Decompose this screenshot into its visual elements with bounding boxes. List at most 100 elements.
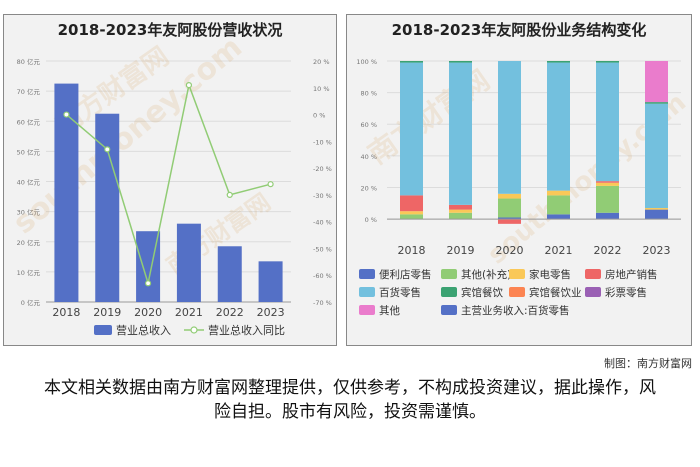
bar-segment [547, 195, 570, 215]
y-tick-label: 40 % [360, 153, 377, 161]
y-tick-label: 10 亿元 [17, 268, 41, 277]
structure-chart-title: 2018-2023年友阿股份业务结构变化 [391, 21, 647, 39]
revenue-chart-title: 2018-2023年友阿股份营收状况 [57, 21, 283, 39]
bar-segment [596, 181, 619, 183]
bar-segment [400, 195, 423, 212]
legend-label: 其他 [379, 304, 400, 317]
bar-revenue [54, 83, 79, 302]
y-tick-label: 20 % [360, 184, 377, 192]
x-tick-label: 2023 [257, 306, 285, 319]
legend-label-revenue: 营业总收入 [116, 323, 171, 337]
bar-segment [547, 62, 570, 191]
legend-swatch [509, 269, 525, 279]
bar-segment [498, 219, 521, 224]
bar-segment [498, 61, 521, 194]
bar-revenue [95, 113, 120, 302]
bar-revenue [176, 223, 201, 302]
legend-swatch [359, 305, 375, 315]
y-tick-label: 0 % [365, 216, 377, 224]
legend-label: 彩票零售 [605, 286, 647, 299]
point-yoy [226, 191, 233, 198]
bar-segment [400, 214, 423, 220]
y2-tick-label: 20 % [313, 58, 330, 66]
legend-swatch [359, 287, 375, 297]
bar-segment [596, 185, 619, 213]
y-tick-label: 80 亿元 [17, 57, 41, 66]
bar-segment [449, 212, 472, 220]
bar-segment [645, 103, 668, 209]
bar-segment [596, 212, 619, 220]
legend-swatch [509, 287, 525, 297]
y-tick-label: 0 亿元 [21, 298, 41, 307]
bar-segment [449, 61, 472, 63]
x-tick-label: 2022 [594, 244, 622, 257]
y-tick-label: 60 % [360, 121, 377, 129]
legend-label: 房地产销售 [605, 268, 658, 281]
y-tick-label: 60 亿元 [17, 117, 41, 126]
y-tick-label: 30 亿元 [17, 208, 41, 217]
point-yoy [63, 111, 70, 118]
y2-tick-label: -30 % [313, 192, 332, 200]
legend-label: 其他(补充) [461, 268, 511, 281]
legend-swatch [359, 269, 375, 279]
legend-label: 便利店零售 [379, 268, 432, 281]
bar-segment [547, 190, 570, 196]
y-tick-label: 70 亿元 [17, 87, 41, 96]
x-tick-label: 2018 [398, 244, 426, 257]
bar-segment [449, 204, 472, 210]
bar-segment [596, 182, 619, 186]
legend-label: 宾馆餐饮 [461, 286, 503, 299]
legend-marker-yoy [190, 326, 198, 334]
legend-label-yoy: 营业总收入同比 [208, 323, 285, 337]
x-tick-label: 2023 [643, 244, 671, 257]
x-tick-label: 2022 [216, 306, 244, 319]
point-yoy [185, 81, 193, 89]
y-tick-label: 100 % [356, 58, 377, 66]
x-tick-label: 2020 [496, 244, 524, 257]
bar-segment [645, 61, 668, 103]
legend-swatch [585, 269, 601, 279]
point-yoy [267, 181, 274, 188]
structure-chart-svg: 0 %20 %40 %60 %80 %100 %南方财富网southmoney.… [356, 58, 691, 317]
legend-swatch [585, 287, 601, 297]
chart-credit: 制图：南方财富网 [604, 357, 692, 370]
legend-swatch [441, 287, 457, 297]
y2-tick-label: 0 % [313, 112, 325, 120]
y2-tick-label: -20 % [313, 165, 332, 173]
legend-swatch [441, 269, 457, 279]
structure-chart-panel: 2018-2023年友阿股份业务结构变化 0 % 20 % 40 % 60 % 80 %… [346, 14, 692, 346]
bar-segment [498, 217, 521, 220]
x-tick-label: 2021 [545, 244, 573, 257]
bar-segment [645, 102, 668, 104]
x-tick-label: 2019 [93, 306, 121, 319]
y-tick-label: 50 亿元 [17, 147, 41, 156]
y2-tick-label: -10 % [313, 138, 332, 146]
watermark-brand: 南方财富网 [362, 63, 496, 170]
bar-segment [498, 198, 521, 218]
y2-tick-label: -60 % [313, 272, 332, 280]
bar-revenue [217, 246, 242, 302]
bar-segment [645, 209, 668, 220]
bar-segment [547, 214, 570, 220]
bar-segment [400, 211, 423, 215]
point-yoy [104, 146, 111, 153]
bar-segment [645, 208, 668, 210]
disclaimer-text: 本文相关数据由南方财富网整理提供，仅供参考，不构成投资建议，据此操作，风险自担。… [44, 378, 656, 422]
legend-label: 家电零售 [529, 268, 571, 281]
y-tick-label: 20 亿元 [17, 238, 41, 247]
point-yoy [144, 280, 152, 287]
revenue-chart-svg: 0 亿元 10 亿元 20 亿元 30 亿元 40 亿元 50 亿元 60 亿元 70 亿元 8… [7, 30, 332, 337]
bar-revenue [258, 261, 283, 302]
bar-segment [400, 61, 423, 63]
y2-tick-label: -70 % [313, 299, 332, 307]
legend-label: 主营业务收入:百货零售 [461, 304, 570, 317]
bar-segment [400, 62, 423, 196]
y-tick-label: 40 亿元 [17, 178, 41, 187]
x-tick-label: 2018 [52, 306, 80, 319]
bar-segment [547, 61, 570, 63]
y-tick-label: 80 % [360, 90, 377, 98]
y2-tick-label: -40 % [313, 219, 332, 227]
legend-label: 百货零售 [379, 286, 421, 299]
bar-segment [449, 209, 472, 213]
y2-tick-label: -50 % [313, 245, 332, 253]
